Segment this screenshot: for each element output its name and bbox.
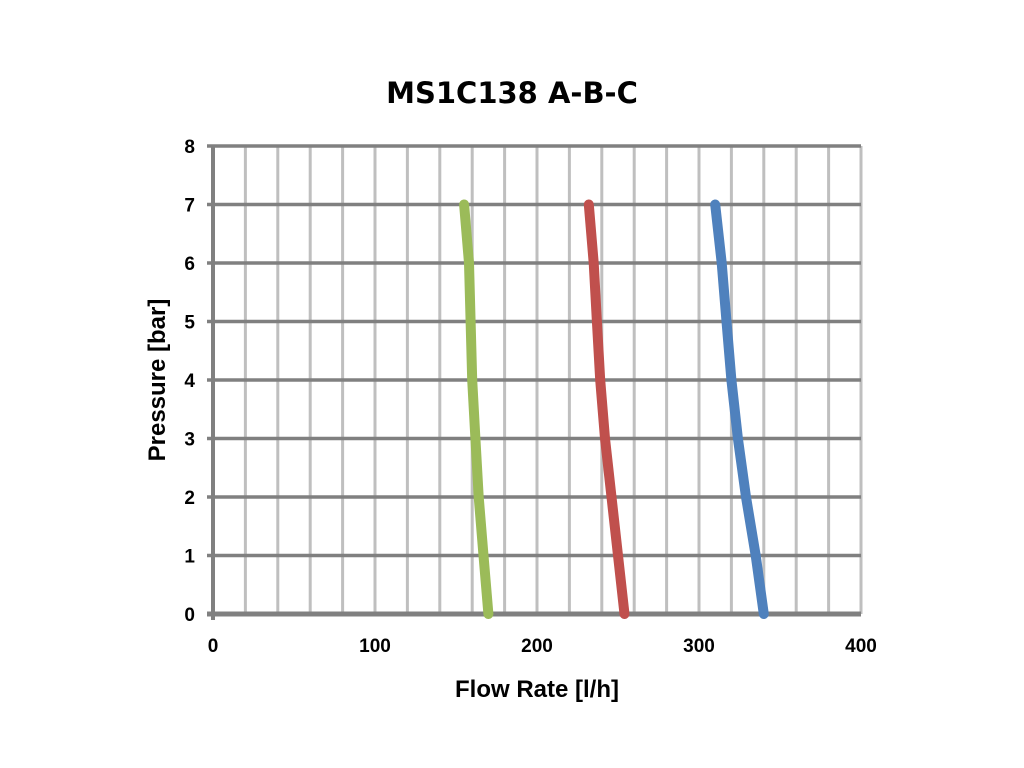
x-tick-label: 100: [359, 636, 391, 657]
vertical-gridlines: [211, 146, 863, 620]
y-tick-label: 2: [184, 488, 195, 509]
y-tick-label: 6: [184, 254, 195, 275]
horizontal-gridlines: [207, 144, 861, 617]
y-axis-label: Pressure [bar]: [144, 299, 171, 462]
series-line-3: [710, 199, 769, 619]
y-tick-label: 3: [184, 430, 195, 451]
x-tick-label: 200: [521, 636, 553, 657]
y-tick-label: 8: [184, 137, 195, 158]
series-line-2: [583, 199, 630, 619]
y-tick-labels: 0 1 2 3 4 5 6 7 8: [184, 137, 195, 626]
chart-title: MS1C138 A-B-C: [386, 76, 638, 110]
y-tick-label: 1: [184, 547, 195, 568]
x-tick-label: 400: [845, 636, 877, 657]
y-tick-label: 4: [184, 371, 195, 392]
x-tick-label: 0: [208, 636, 219, 657]
x-tick-labels: 0 100 200 300 400: [208, 636, 877, 657]
series-lines: [459, 199, 769, 619]
y-tick-label: 0: [184, 605, 195, 626]
y-tick-label: 5: [184, 313, 195, 334]
x-axis-label: Flow Rate [l/h]: [455, 676, 619, 703]
y-tick-label: 7: [184, 196, 195, 217]
series-line-1: [459, 199, 494, 619]
x-tick-label: 300: [683, 636, 715, 657]
